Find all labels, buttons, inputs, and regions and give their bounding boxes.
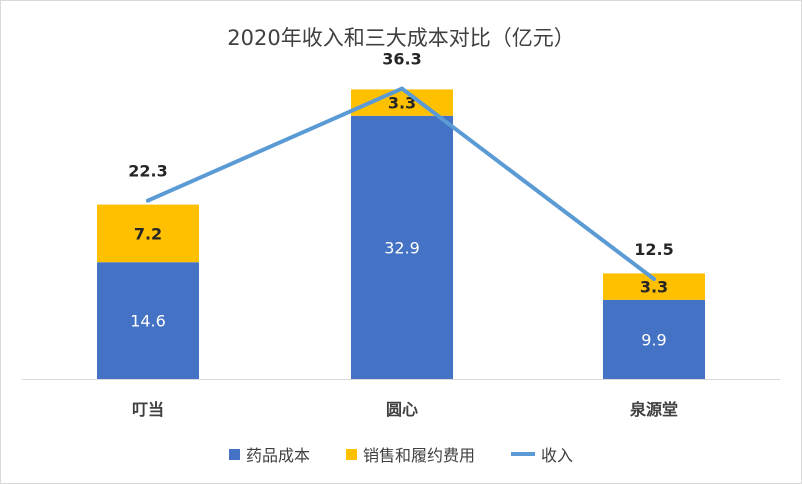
legend-item-drug-cost: 药品成本 (228, 442, 310, 466)
legend-swatch-sales-cost (345, 448, 357, 460)
data-label-revenue: 36.3 (382, 50, 421, 69)
point-revenue (652, 277, 656, 281)
data-label-sales-cost: 7.2 (134, 224, 162, 243)
data-label-revenue: 22.3 (128, 162, 167, 181)
category-label: 泉源堂 (630, 400, 678, 419)
legend-swatch-revenue (511, 452, 535, 456)
data-label-revenue: 12.5 (634, 240, 673, 259)
bar-drug-cost (97, 262, 199, 379)
bar-sales-cost (97, 204, 199, 263)
category-label: 圆心 (386, 400, 418, 419)
point-revenue (146, 198, 150, 203)
legend-swatch-drug-cost (228, 448, 240, 460)
data-label-drug-cost: 14.6 (130, 312, 166, 331)
point-revenue (400, 86, 404, 91)
legend-item-revenue: 收入 (511, 442, 573, 466)
data-label-drug-cost: 32.9 (384, 238, 420, 257)
bar-drug-cost (351, 115, 453, 380)
legend-label-sales-cost: 销售和履约费用 (362, 446, 475, 465)
data-label-drug-cost: 9.9 (641, 330, 666, 349)
category-label: 叮当 (132, 400, 164, 419)
data-label-sales-cost: 3.3 (640, 278, 668, 297)
data-label-sales-cost: 3.3 (388, 94, 416, 113)
chart-legend: 药品成本 销售和履约费用 收入 (0, 442, 802, 466)
legend-item-sales-cost: 销售和履约费用 (345, 442, 475, 466)
legend-label-drug-cost: 药品成本 (245, 446, 310, 465)
legend-label-revenue: 收入 (541, 446, 574, 465)
chart-title: 2020年收入和三大成本对比（亿元） (227, 26, 575, 50)
bar-drug-cost (603, 299, 705, 379)
